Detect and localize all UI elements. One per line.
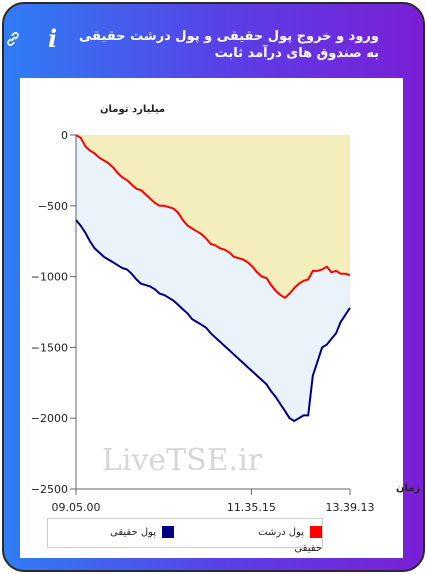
legend-swatch-red [310,526,322,538]
legend-item-large-real-money[interactable]: پول درشت حقیقی [236,525,322,554]
y-tick-label: −2000 [31,412,68,425]
large-real-money-area [76,135,350,298]
info-icon[interactable]: i [48,24,58,53]
x-axis: 09.05.00 11.35.15 13.39.13 [52,488,375,514]
link-icon[interactable] [4,30,22,48]
y-tick-label: −1000 [31,271,68,284]
legend-label: پول درشت حقیقی [258,527,322,554]
x-tick-label: 11.35.15 [227,501,276,514]
x-tick-label: 13.39.13 [326,501,375,514]
y-axis-label: میلیارد تومان [100,104,165,115]
watermark: LiveTSE.ir [102,443,263,478]
legend-swatch-blue [162,526,175,538]
x-tick-label: 09.05.00 [52,501,101,514]
legend-label: پول حقیقی [110,527,157,538]
y-tick-label: −1500 [31,341,68,354]
y-tick-label: −500 [38,200,68,213]
real-money-area [76,135,350,421]
x-axis-label: زمان [396,483,420,494]
legend: پول درشت حقیقی پول حقیقی [47,518,323,554]
y-tick-label: −2500 [31,483,68,496]
y-tick-label: 0 [61,129,68,142]
series-line-real-money [75,219,351,423]
series-line-large-real-money [75,134,351,300]
y-axis: 0 −500 −1000 −1500 −2000 −2500 [31,129,77,496]
chart-title: ورود و خروج پول حقیقی و پول درشت حقیقی ب… [79,29,379,61]
card-header: i ورود و خروج پول حقیقی و پول درشت حقیقی… [4,4,423,74]
legend-item-real-money[interactable]: پول حقیقی [110,525,175,541]
